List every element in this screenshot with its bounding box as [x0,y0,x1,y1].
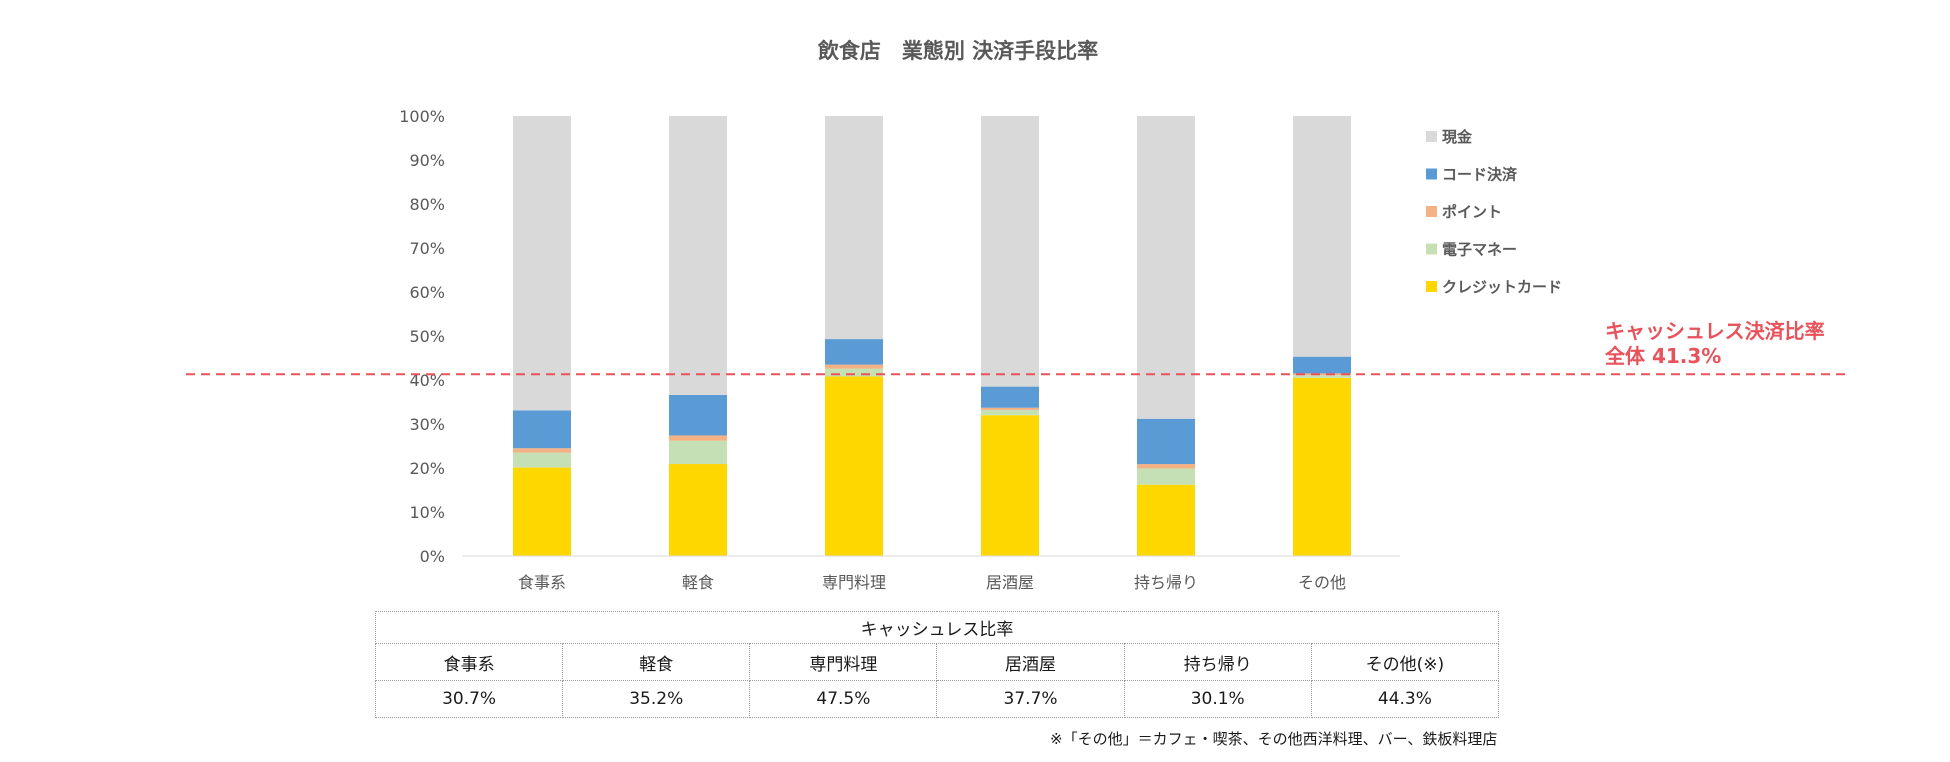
bar-segment [1293,116,1351,357]
table-cell: 30.7% [374,680,564,718]
bars-group [513,116,1351,556]
y-tick-label: 20% [409,459,445,478]
bar-segment [825,339,883,365]
bar-segment [825,368,883,377]
y-tick-label: 100% [399,107,445,126]
bar-segment [1137,464,1195,469]
x-tick-label: 食事系 [518,573,566,592]
bar-segment [1137,484,1195,556]
table-header-cell: 持ち帰り [1123,643,1312,681]
table-header-cell: 居酒屋 [936,643,1125,681]
bar-segment [669,116,727,395]
y-tick-label: 90% [409,151,445,170]
bar-segment [981,116,1039,387]
bar-segment [825,364,883,369]
bar-segment [669,464,727,556]
bar-segment [669,435,727,441]
table-header-cell: 専門料理 [749,643,938,681]
table-header-row: 食事系 軽食 専門料理 居酒屋 持ち帰り その他(※) [374,643,1500,681]
bar-segment [513,410,571,449]
bar-segment [825,376,883,556]
y-tick-label: 10% [409,503,445,522]
bar-segment [1293,356,1351,374]
cashless-ratio-table: キャッシュレス比率 食事系 軽食 専門料理 居酒屋 持ち帰り その他(※) 30… [374,611,1500,718]
x-tick-label: 軽食 [682,573,714,592]
table-cell: 44.3% [1310,680,1500,718]
legend-label: 電子マネー [1442,241,1517,259]
bar-segment [513,452,571,468]
x-tick-label: その他 [1298,573,1346,592]
y-tick-label: 30% [409,415,445,434]
table-header-cell: 軽食 [562,643,751,681]
table-cell: 47.5% [749,680,938,718]
legend-swatch [1426,131,1437,142]
footnote: ※「その他」＝カフェ・喫茶、その他西洋料理、バー、鉄板料理店 [1050,730,1498,748]
legend-label: クレジットカード [1442,278,1562,296]
bar-segment [669,394,727,436]
y-tick-label: 70% [409,239,445,258]
y-tick-label: 0% [420,547,445,566]
legend-swatch [1426,168,1437,180]
bar-segment [981,409,1039,416]
y-tick-label: 60% [409,283,445,302]
y-tick-label: 40% [409,371,445,390]
bar-segment [1137,116,1195,419]
bar-segment [513,448,571,453]
legend-swatch [1426,243,1437,255]
x-axis: 食事系 軽食 専門料理 居酒屋 持ち帰り その他 [518,573,1346,592]
bar-segment [825,116,883,340]
chart-title: 飲食店 業態別 決済手段比率 [817,39,1098,63]
bar-segment [1137,468,1195,485]
table-header-cell: 食事系 [374,643,564,681]
y-tick-label: 50% [409,327,445,346]
bar-segment [1293,375,1351,378]
y-tick-label: 80% [409,195,445,214]
table-cell: 35.2% [562,680,751,718]
overall-label-line2: 全体 41.3% [1604,344,1721,368]
bar-segment [981,386,1039,408]
y-axis: 0% 10% 20% 30% 40% 50% 60% 70% 80% 90% 100% [399,107,445,566]
x-tick-label: 持ち帰り [1134,573,1198,592]
bar-segment [1293,373,1351,376]
bar-segment [669,440,727,465]
bar-segment [981,407,1039,410]
x-tick-label: 専門料理 [822,573,886,592]
bar-segment [981,415,1039,556]
table-cell: 30.1% [1123,680,1312,718]
legend-swatch [1426,206,1437,217]
legend-swatch [1426,281,1437,292]
bar-segment [1293,377,1351,556]
x-tick-label: 居酒屋 [986,573,1034,592]
overall-label-line1: キャッシュレス決済比率 [1605,319,1825,343]
legend-label: コード決済 [1442,166,1518,184]
bar-segment [513,467,571,556]
table-cell: 37.7% [936,680,1125,718]
table-title: キャッシュレス比率 [375,611,1499,644]
table-header-cell: その他(※) [1310,643,1500,681]
bar-segment [513,116,571,411]
bar-segment [1137,418,1195,465]
legend-label: ポイント [1442,203,1502,221]
table-row: 30.7% 35.2% 47.5% 37.7% 30.1% 44.3% [374,680,1500,718]
legend-label: 現金 [1442,128,1473,146]
